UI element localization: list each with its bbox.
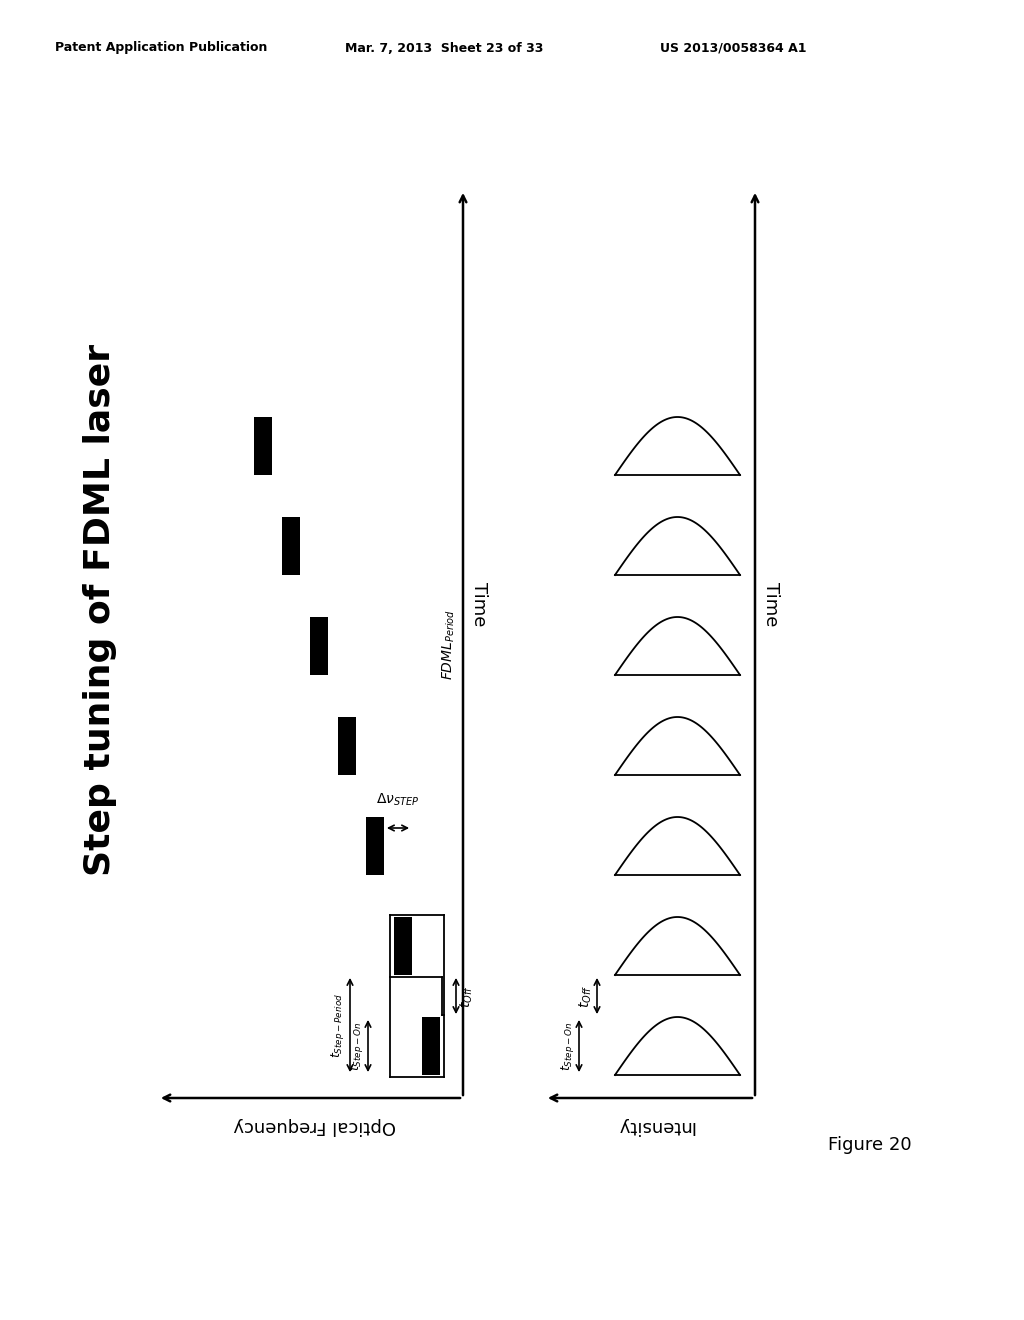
Bar <box>366 817 384 875</box>
Text: $t_{Off}$: $t_{Off}$ <box>578 985 594 1007</box>
Text: Mar. 7, 2013  Sheet 23 of 33: Mar. 7, 2013 Sheet 23 of 33 <box>345 41 544 54</box>
Text: Figure 20: Figure 20 <box>828 1137 911 1154</box>
Text: Patent Application Publication: Patent Application Publication <box>55 41 267 54</box>
Bar <box>394 917 412 975</box>
Bar <box>338 717 356 775</box>
Bar <box>310 616 328 675</box>
Text: Time: Time <box>470 582 488 626</box>
Text: Optical Frequency: Optical Frequency <box>233 1117 396 1135</box>
Bar <box>422 1016 440 1074</box>
Text: Time: Time <box>762 582 780 626</box>
Text: $t_{Step-On}$: $t_{Step-On}$ <box>348 1022 365 1071</box>
Text: US 2013/0058364 A1: US 2013/0058364 A1 <box>660 41 807 54</box>
Text: $t_{Step-Period}$: $t_{Step-Period}$ <box>329 993 346 1057</box>
Text: Intensity: Intensity <box>615 1117 694 1135</box>
Text: $t_{Step-On}$: $t_{Step-On}$ <box>559 1022 575 1071</box>
Text: $t_{Off}$: $t_{Off}$ <box>459 985 475 1007</box>
Bar <box>254 417 272 475</box>
Text: Step tuning of FDML laser: Step tuning of FDML laser <box>83 345 117 876</box>
Text: $\Delta\nu_{STEP}$: $\Delta\nu_{STEP}$ <box>377 792 420 808</box>
Text: $FDML_{Period}$: $FDML_{Period}$ <box>440 609 457 680</box>
Bar <box>282 517 300 576</box>
